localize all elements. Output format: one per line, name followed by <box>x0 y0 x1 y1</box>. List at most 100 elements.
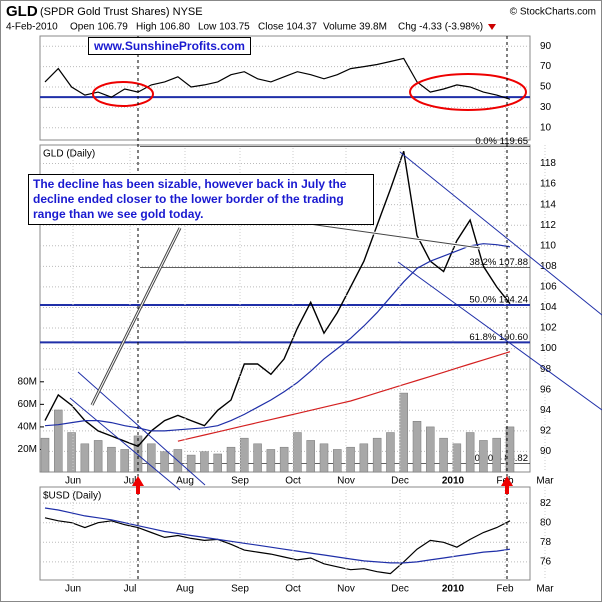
volume-bar <box>107 446 116 473</box>
volume-bar <box>93 440 103 473</box>
panel-title: GLD (Daily) <box>43 149 95 160</box>
y-tick-label: 80 <box>540 517 552 528</box>
x-tick-label: Sep <box>231 584 249 595</box>
fib-label: 38.2% 107.88 <box>469 257 528 268</box>
x-tick-label: Jun <box>65 584 81 595</box>
y-tick-label: 118 <box>540 158 556 169</box>
volume-bar <box>333 449 342 473</box>
quote: Close 104.37 <box>258 22 317 33</box>
series-line <box>44 507 511 564</box>
quote: Volume 39.8M <box>323 22 387 33</box>
x-tick-label: Jun <box>65 476 81 487</box>
security-name: (SPDR Gold Trust Shares) NYSE <box>40 6 203 18</box>
volume-bar <box>253 443 262 473</box>
volume-bar <box>479 440 488 473</box>
series-line <box>44 57 511 100</box>
x-tick-label: Mar <box>536 584 554 595</box>
volume-bar <box>426 426 435 473</box>
y2-tick-label: 20M <box>18 444 37 455</box>
y-tick-label: 114 <box>540 199 556 210</box>
red-arrow <box>501 476 513 494</box>
volume-bar <box>359 443 369 473</box>
y-tick-label: 50 <box>540 82 552 93</box>
y-tick-label: 96 <box>540 384 552 395</box>
y-tick-label: 10 <box>540 122 552 133</box>
y-tick-label: 30 <box>540 102 552 113</box>
series-line <box>44 517 511 575</box>
y-tick-label: 104 <box>540 302 557 313</box>
y-tick-label: 112 <box>540 220 556 231</box>
trend-line <box>397 261 602 411</box>
quote: Open 106.79 <box>70 22 128 33</box>
volume-bar <box>40 437 50 473</box>
volume-bar <box>386 432 395 473</box>
panel <box>39 486 531 581</box>
series-line <box>44 150 511 448</box>
x-tick-label: Jul <box>124 476 137 487</box>
y-tick-label: 94 <box>540 405 552 416</box>
fib-label: 0.0% 119.65 <box>475 136 528 147</box>
copyright: © StockCharts.com <box>510 7 596 18</box>
volume-bar <box>80 443 90 473</box>
volume-bar <box>213 453 222 473</box>
y-tick-label: 70 <box>540 61 552 72</box>
volume-bar <box>492 437 501 473</box>
y-tick-label: 76 <box>540 557 552 568</box>
highlight-ellipse <box>409 73 527 111</box>
y-tick-label: 102 <box>540 323 557 334</box>
y-tick-label: 106 <box>540 282 557 293</box>
x-tick-label: Dec <box>391 584 409 595</box>
volume-bar <box>319 443 329 473</box>
quote-date: 4-Feb-2010 <box>6 22 58 33</box>
pointer <box>91 227 181 406</box>
series-line <box>177 351 511 442</box>
volume-bar <box>439 437 448 473</box>
volume-bar <box>346 446 355 473</box>
website: www.SunshineProfits.com <box>88 37 251 55</box>
y2-tick-label: 60M <box>18 399 37 410</box>
volume-bar <box>67 432 76 473</box>
volume-bar <box>412 421 422 473</box>
quote: High 106.80 <box>136 22 190 33</box>
volume-bar <box>266 449 276 473</box>
y2-tick-label: 80M <box>18 376 37 387</box>
x-tick-label: Oct <box>285 584 301 595</box>
volume-bar <box>147 443 156 473</box>
x-tick-label: Nov <box>337 584 355 595</box>
fib-label: 61.8% 100.60 <box>469 332 528 343</box>
volume-bar <box>200 451 209 473</box>
x-tick-label: 2010 <box>442 476 465 487</box>
volume-bar <box>226 446 236 473</box>
y-tick-label: 90 <box>540 446 552 457</box>
x-tick-label: Oct <box>285 476 301 487</box>
red-arrow <box>132 476 144 494</box>
volume-bar <box>452 443 462 473</box>
volume-bar <box>465 432 475 473</box>
y-tick-label: 78 <box>540 537 552 548</box>
annotation: The decline has been sizable, however ba… <box>28 174 374 225</box>
y-tick-label: 110 <box>540 240 556 251</box>
trend-line <box>69 397 181 491</box>
y-tick-label: 90 <box>540 41 552 52</box>
panel-title: $USD (Daily) <box>43 491 101 502</box>
panel <box>39 35 531 141</box>
fib-label: 50.0% 104.24 <box>469 295 528 306</box>
x-tick-label: Nov <box>337 476 355 487</box>
volume-bar <box>306 440 315 473</box>
volume-bar <box>505 426 515 473</box>
volume-bar <box>120 449 129 473</box>
pointer <box>294 221 481 249</box>
y-tick-label: 108 <box>540 261 557 272</box>
x-tick-label: Dec <box>391 476 409 487</box>
y2-tick-label: 40M <box>18 422 37 433</box>
volume-bar <box>54 409 63 473</box>
y-tick-label: 116 <box>540 179 556 190</box>
volume-bar <box>160 451 169 473</box>
quote: Chg -4.33 (-3.98%) <box>398 22 483 33</box>
y-tick-label: 100 <box>540 343 557 354</box>
x-tick-label: Aug <box>176 584 194 595</box>
volume-bar <box>133 435 143 473</box>
